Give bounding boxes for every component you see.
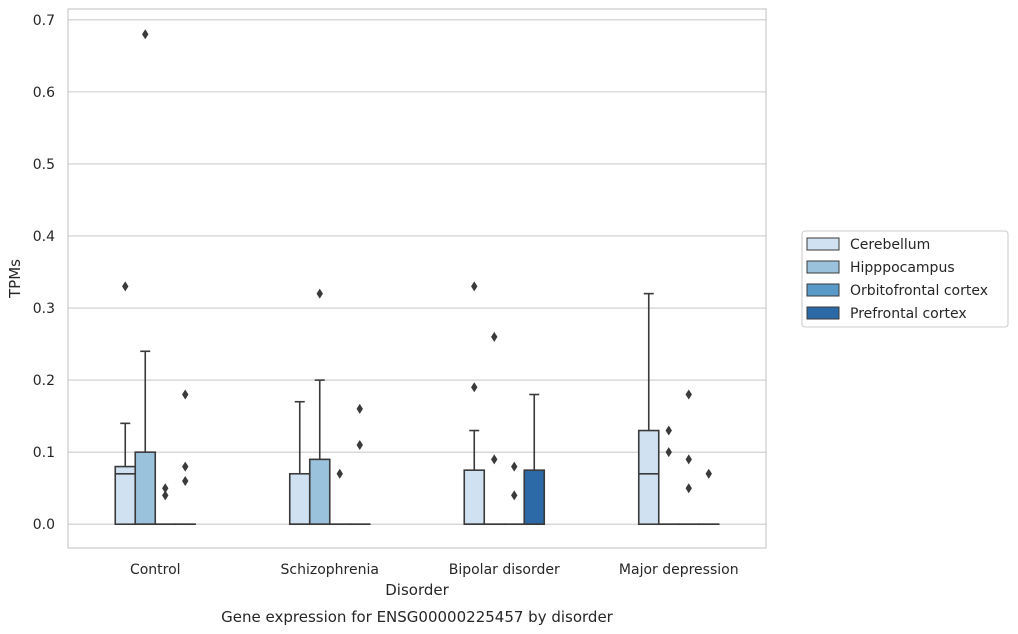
legend-label: Cerebellum [850, 237, 930, 253]
outlier-point [665, 447, 672, 458]
legend-label: Hipppocampus [850, 260, 955, 276]
box-prefrontal-cortex [523, 393, 546, 526]
outlier-point [162, 490, 169, 501]
outlier-point [316, 288, 323, 299]
outlier-point [511, 490, 518, 501]
box-hipppocampus [483, 331, 506, 526]
box-cerebellum [637, 292, 660, 526]
box-orbitofrontal-cortex [154, 483, 177, 526]
box-hipppocampus [134, 29, 157, 526]
outlier-point [182, 389, 189, 400]
grid-lines [68, 19, 766, 525]
outlier-point [491, 331, 498, 342]
box-body [463, 469, 486, 526]
box-series [114, 29, 720, 526]
outlier-point [122, 281, 129, 292]
box-cerebellum [463, 281, 486, 526]
y-tick-label: 0.6 [33, 85, 55, 101]
outlier-point [182, 475, 189, 486]
outlier-point [665, 425, 672, 436]
y-tick-label: 0.1 [33, 445, 55, 461]
box-body [308, 458, 331, 526]
box-prefrontal-cortex [697, 468, 720, 526]
x-tick-label: Control [130, 562, 181, 578]
box-orbitofrontal-cortex [677, 389, 700, 526]
box-prefrontal-cortex [174, 389, 197, 526]
legend-swatch [806, 306, 840, 320]
outlier-point [471, 281, 478, 292]
y-tick-label: 0.5 [33, 157, 55, 173]
legend-swatch [806, 237, 840, 251]
box-hipppocampus [657, 425, 680, 526]
box-body [114, 465, 137, 526]
box-hipppocampus [308, 288, 331, 526]
box-body [637, 429, 660, 526]
outlier-point [162, 483, 169, 494]
outlier-point [356, 439, 363, 450]
box-body [288, 472, 311, 526]
chart-title: Gene expression for ENSG00000225457 by d… [221, 608, 614, 626]
box-cerebellum [288, 400, 311, 526]
y-tick-label: 0.3 [33, 301, 55, 317]
x-axis-label: Disorder [385, 581, 449, 599]
outlier-point [685, 483, 692, 494]
x-axis-ticks: Control Schizophrenia Bipolar disorder Majo… [130, 562, 739, 578]
box-orbitofrontal-cortex [503, 461, 526, 526]
outlier-point [471, 382, 478, 393]
outlier-point [511, 461, 518, 472]
legend-swatch [806, 283, 840, 297]
outlier-point [182, 461, 189, 472]
x-tick-label: Schizophrenia [281, 562, 379, 578]
legend-label: Orbitofrontal cortex [850, 283, 988, 299]
box-cerebellum [114, 281, 137, 526]
plot-area-frame [67, 8, 767, 549]
y-tick-label: 0.2 [33, 373, 55, 389]
box-body [523, 469, 546, 526]
outlier-point [685, 454, 692, 465]
y-tick-label: 0.0 [33, 517, 55, 533]
y-tick-label: 0.4 [33, 229, 55, 245]
box-body [134, 451, 157, 526]
outlier-point [336, 468, 343, 479]
outlier-point [142, 29, 149, 40]
legend-label: Prefrontal cortex [850, 306, 967, 322]
legend: Cerebellum Hipppocampus Orbitofrontal cort… [801, 230, 1009, 328]
x-tick-label: Bipolar disorder [449, 562, 560, 578]
box-orbitofrontal-cortex [328, 468, 351, 526]
outlier-point [356, 403, 363, 414]
outlier-point [685, 389, 692, 400]
outlier-point [491, 454, 498, 465]
legend-frame [801, 230, 1009, 328]
box-prefrontal-cortex [348, 403, 371, 526]
y-axis-ticks: 0.0 0.1 0.2 0.3 0.4 0.5 0.6 0.7 [33, 13, 55, 533]
y-tick-label: 0.7 [33, 13, 55, 29]
y-axis-label: TPMs [6, 259, 24, 299]
legend-swatch [806, 260, 840, 274]
outlier-point [705, 468, 712, 479]
x-tick-label: Major depression [619, 562, 739, 578]
